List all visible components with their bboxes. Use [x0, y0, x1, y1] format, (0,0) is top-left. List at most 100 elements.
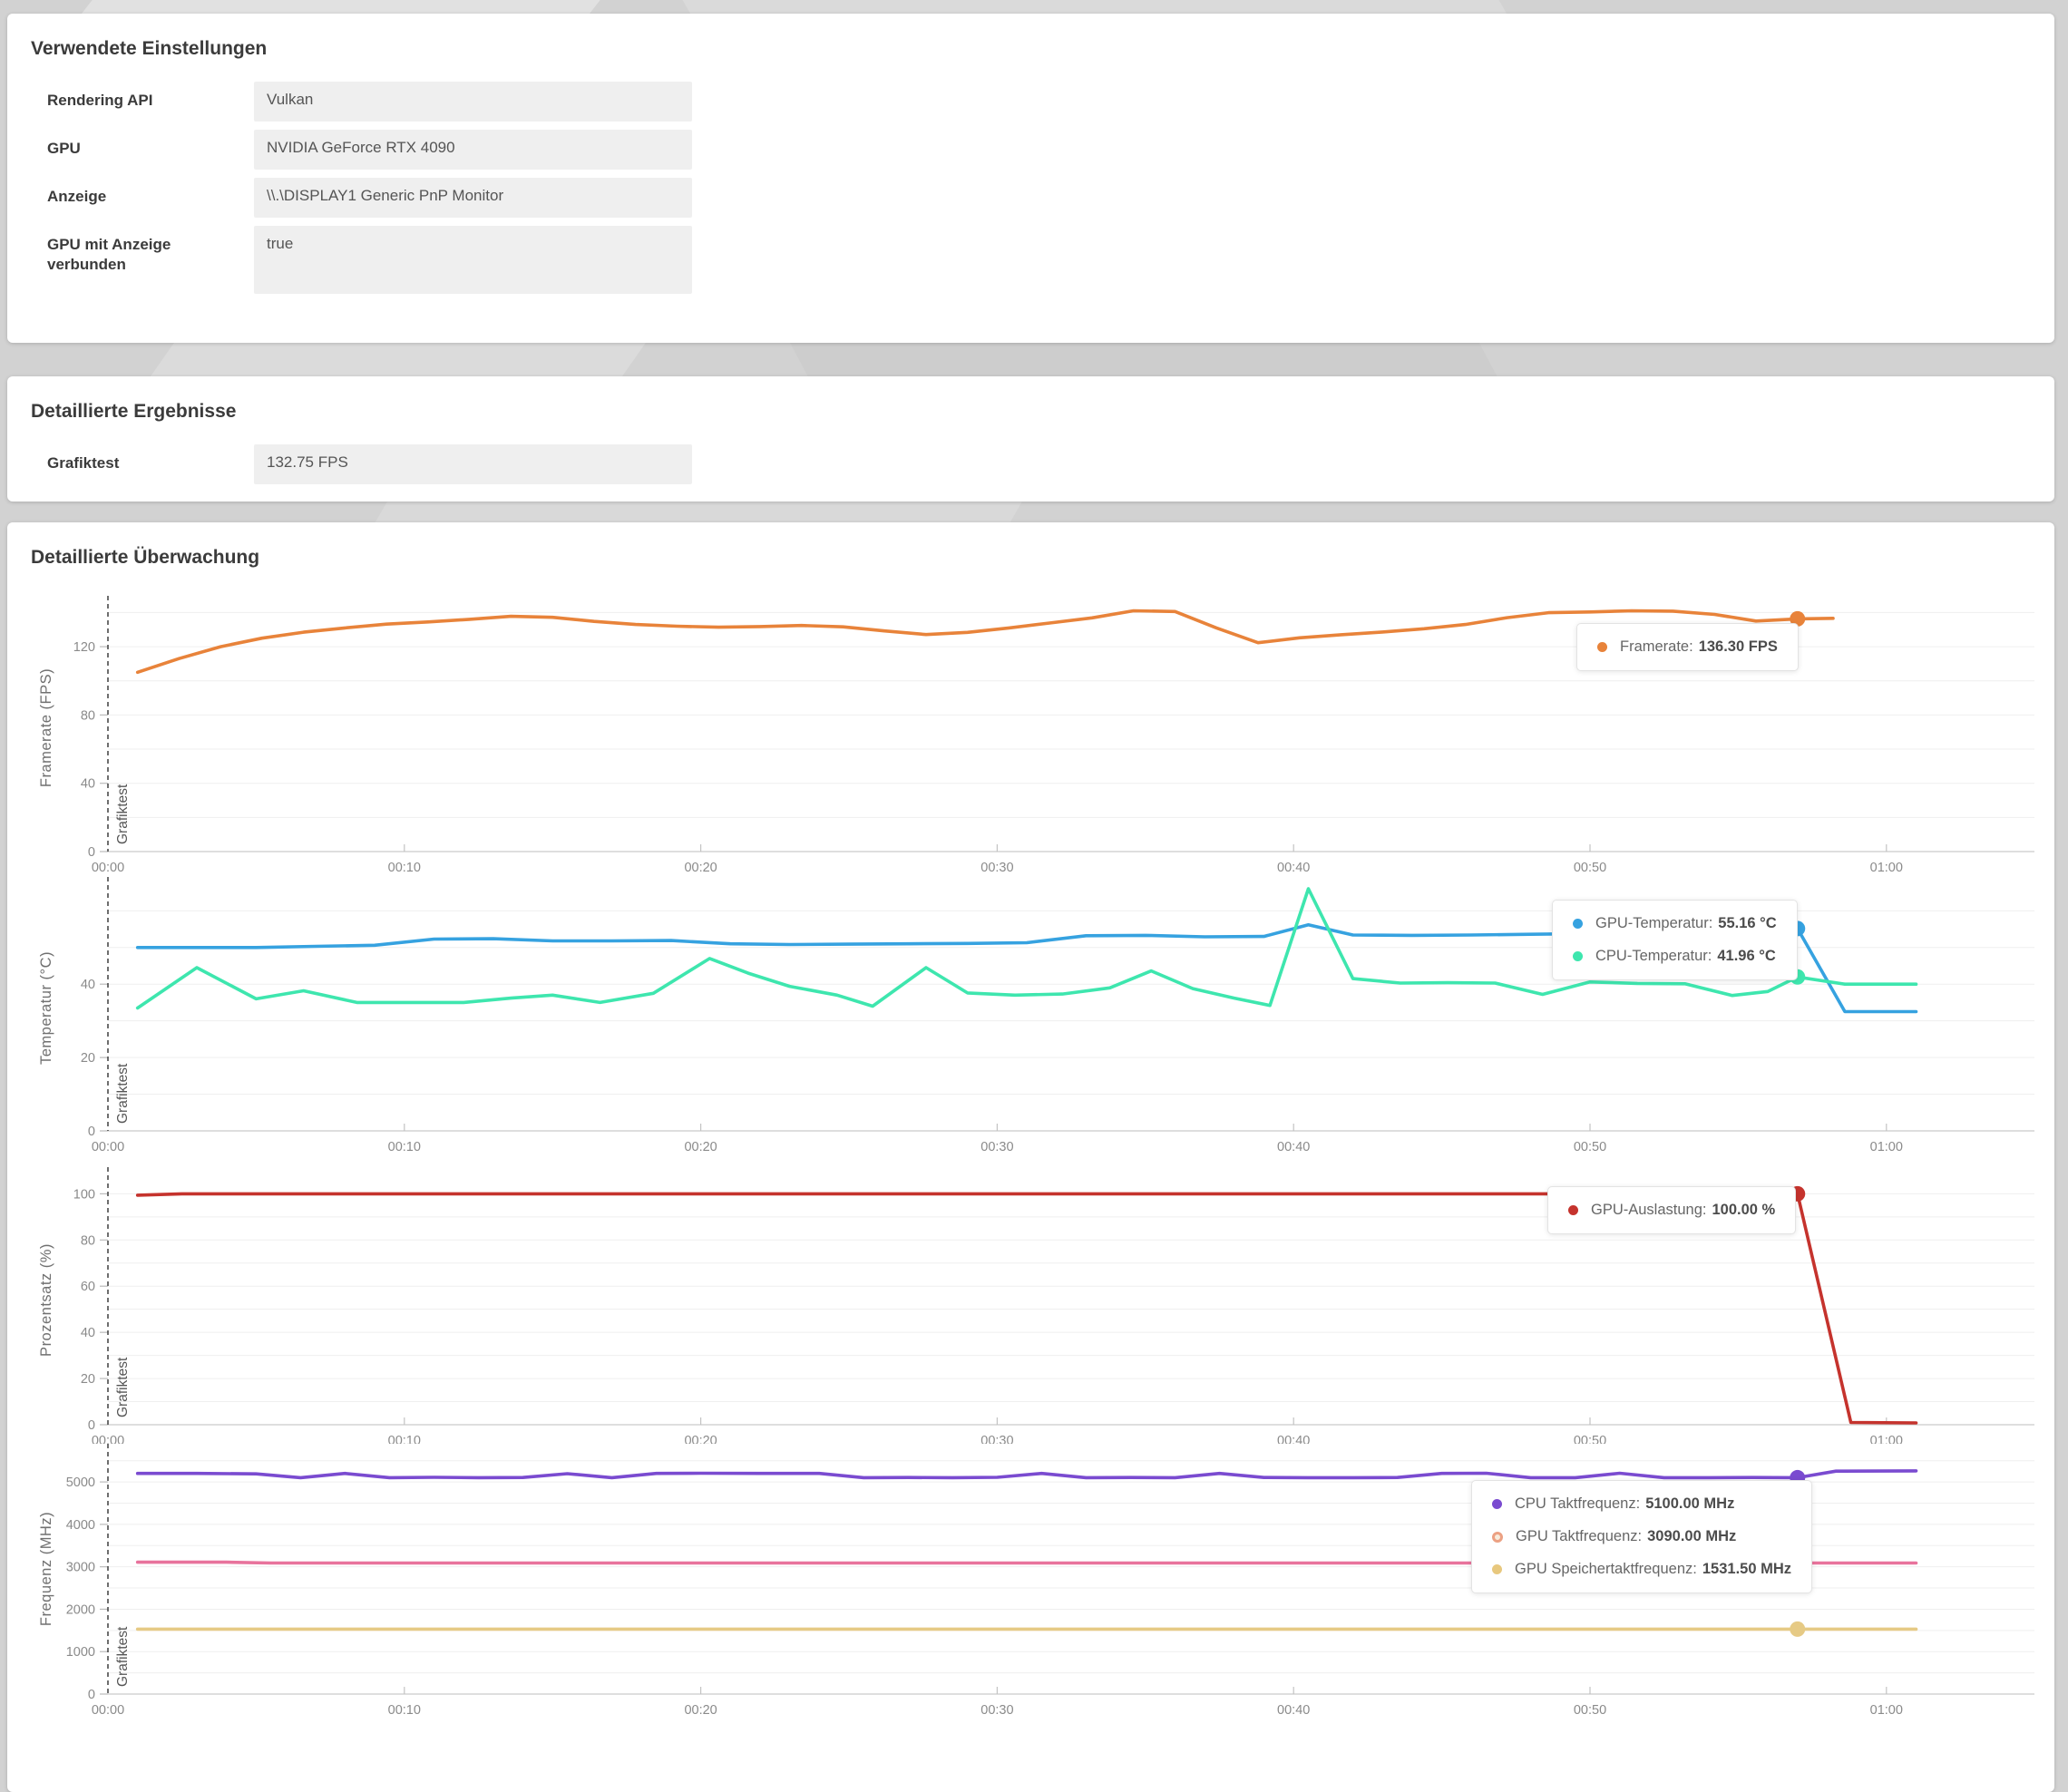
x-tick-label: 01:00: [1870, 1434, 1903, 1444]
setting-label: Rendering API: [47, 92, 153, 109]
tooltip-label: GPU Speichertaktfrequenz:: [1515, 1561, 1697, 1577]
x-tick-label: 00:50: [1574, 861, 1606, 874]
y-tick-label: 3000: [66, 1561, 95, 1575]
frequency-tooltip: CPU Taktfrequenz: 5100.00 MHz GPU Taktfre…: [1471, 1480, 1812, 1593]
x-tick-label: 01:00: [1870, 1703, 1903, 1718]
tooltip-label: CPU Taktfrequenz:: [1515, 1495, 1641, 1512]
setting-value: true: [254, 226, 692, 294]
x-tick-label: 01:00: [1870, 1140, 1903, 1154]
percentage-chart[interactable]: 0 20 40 60 80 100 00:00 00:10 00:20 00:30 00:40 00:…: [31, 1159, 2068, 1444]
framerate-tooltip: Framerate: 136.30 FPS: [1576, 623, 1799, 671]
framerate-plot: 0 40 80 120 00:00 00:10 00:20 00:30 00:40 00:50 01…: [38, 596, 2034, 874]
results-card: Detaillierte Ergebnisse Grafiktest 132.75…: [7, 376, 2054, 502]
y-tick-label: 2000: [66, 1602, 95, 1617]
x-tick-label: 00:10: [388, 1140, 421, 1154]
tooltip-value: 3090.00 MHz: [1647, 1528, 1737, 1544]
y-axis-title: Temperatur (°C): [38, 951, 54, 1065]
y-tick-label: 40: [81, 777, 95, 792]
x-tick-label: 00:30: [980, 1140, 1013, 1154]
setting-row: GPU NVIDIA GeForce RTX 4090: [47, 130, 2031, 170]
framerate-chart[interactable]: 0 40 80 120 00:00 00:10 00:20 00:30 00:40 00:50 01…: [31, 590, 2068, 874]
tooltip-value: 100.00 %: [1712, 1202, 1776, 1218]
x-tick-label: 00:50: [1574, 1703, 1606, 1718]
setting-value: NVIDIA GeForce RTX 4090: [254, 130, 692, 170]
x-tick-label: 00:00: [92, 1703, 124, 1718]
y-tick-label: 0: [88, 1418, 95, 1433]
setting-value: Vulkan: [254, 82, 692, 122]
y-axis-title: Framerate (FPS): [38, 668, 54, 787]
setting-row: Anzeige \\.\DISPLAY1 Generic PnP Monitor: [47, 178, 2031, 218]
phase-label: Grafiktest: [115, 1357, 131, 1417]
y-axis-title: Frequenz (MHz): [38, 1512, 54, 1626]
tooltip-row: GPU-Auslastung: 100.00 %: [1568, 1202, 1775, 1219]
tooltip-row: Framerate: 136.30 FPS: [1597, 638, 1778, 656]
x-tick-label: 00:10: [388, 861, 421, 874]
tooltip-row: GPU Taktfrequenz: 3090.00 MHz: [1492, 1528, 1791, 1545]
tooltip-label: Framerate:: [1620, 638, 1693, 655]
frequency-chart[interactable]: 0 1000 2000 3000 4000 5000 00:00 00:10 00:20 00:3…: [31, 1444, 2068, 1722]
phase-label: Grafiktest: [115, 1626, 131, 1687]
setting-value: 132.75 FPS: [254, 444, 692, 484]
tooltip-label: GPU Taktfrequenz:: [1516, 1528, 1643, 1544]
setting-label: GPU mit Anzeige verbunden: [47, 236, 171, 274]
tooltip-label: GPU-Auslastung:: [1591, 1202, 1707, 1218]
legend-dot-icon: [1573, 919, 1583, 929]
x-tick-label: 00:10: [388, 1434, 421, 1444]
x-tick-label: 00:20: [684, 1703, 717, 1718]
setting-label: Anzeige: [47, 188, 107, 205]
x-tick-label: 00:00: [92, 1434, 124, 1444]
y-tick-label: 0: [88, 1688, 95, 1702]
y-tick-label: 60: [81, 1280, 95, 1294]
legend-dot-icon: [1573, 951, 1583, 961]
y-tick-label: 40: [81, 978, 95, 992]
x-tick-label: 00:20: [684, 1434, 717, 1444]
y-tick-label: 4000: [66, 1518, 95, 1533]
series-line-GPU-Auslastung: [135, 1192, 1918, 1425]
y-tick-label: 100: [73, 1187, 95, 1202]
x-tick-label: 00:40: [1277, 1140, 1310, 1154]
settings-rows: Rendering API Vulkan GPU NVIDIA GeForce RTX…: [31, 82, 2031, 294]
settings-card: Verwendete Einstellungen Rendering API Vu…: [7, 14, 2054, 343]
series-line-CPU Taktfrequenz: [135, 1469, 1918, 1480]
legend-dot-icon: [1492, 1564, 1502, 1574]
benchmark-results-page: { "colors": { "page_bg": "#d2d2d2", "car…: [7, 0, 2054, 1792]
percentage-plot: 0 20 40 60 80 100 00:00 00:10 00:20 00:30 00:40 00:…: [38, 1167, 2034, 1444]
temperature-tooltip: GPU-Temperatur: 55.16 °C CPU-Temperatur: …: [1552, 900, 1798, 980]
tooltip-row: GPU-Temperatur: 55.16 °C: [1573, 915, 1777, 932]
x-tick-label: 00:30: [980, 861, 1013, 874]
monitoring-card: Detaillierte Überwachung 0 40 80 120 00:00 00…: [7, 522, 2054, 1792]
x-tick-label: 00:30: [980, 1434, 1013, 1444]
results-rows: Grafiktest 132.75 FPS: [31, 444, 2031, 484]
tooltip-value: 55.16 °C: [1718, 915, 1777, 931]
setting-label: GPU: [47, 140, 81, 157]
setting-value: \\.\DISPLAY1 Generic PnP Monitor: [254, 178, 692, 218]
setting-row: Grafiktest 132.75 FPS: [47, 444, 2031, 484]
tooltip-value: 136.30 FPS: [1698, 638, 1778, 655]
setting-row: Rendering API Vulkan: [47, 82, 2031, 122]
temperature-chart[interactable]: 0 20 40 00:00 00:10 00:20 00:30 00:40 00:50 01:00…: [31, 874, 2068, 1159]
x-tick-label: 00:20: [684, 1140, 717, 1154]
percentage-tooltip: GPU-Auslastung: 100.00 %: [1547, 1186, 1797, 1234]
setting-row: GPU mit Anzeige verbunden true: [47, 226, 2031, 294]
setting-label: Grafiktest: [47, 454, 120, 472]
x-tick-label: 00:40: [1277, 861, 1310, 874]
y-tick-label: 1000: [66, 1645, 95, 1660]
legend-dot-icon: [1492, 1499, 1502, 1509]
settings-title: Verwendete Einstellungen: [31, 38, 268, 59]
monitoring-title: Detaillierte Überwachung: [31, 547, 260, 568]
y-tick-label: 120: [73, 640, 95, 655]
x-tick-label: 00:00: [92, 1140, 124, 1154]
y-axis-title: Prozentsatz (%): [38, 1243, 54, 1357]
y-tick-label: 40: [81, 1326, 95, 1340]
phase-label: Grafiktest: [115, 1063, 131, 1124]
tooltip-row: GPU Speichertaktfrequenz: 1531.50 MHz: [1492, 1561, 1791, 1578]
series-marker-GPU Speichertaktfrequenz: [1790, 1621, 1806, 1637]
y-tick-label: 20: [81, 1372, 95, 1387]
tooltip-value: 1531.50 MHz: [1702, 1561, 1791, 1577]
x-tick-label: 00:40: [1277, 1703, 1310, 1718]
x-tick-label: 00:50: [1574, 1434, 1606, 1444]
legend-dot-icon: [1568, 1205, 1578, 1215]
series-line-Framerate: [135, 609, 1835, 675]
monitoring-charts: 0 40 80 120 00:00 00:10 00:20 00:30 00:40 00:50 01…: [31, 590, 2034, 1722]
tooltip-value: 41.96 °C: [1717, 948, 1776, 964]
